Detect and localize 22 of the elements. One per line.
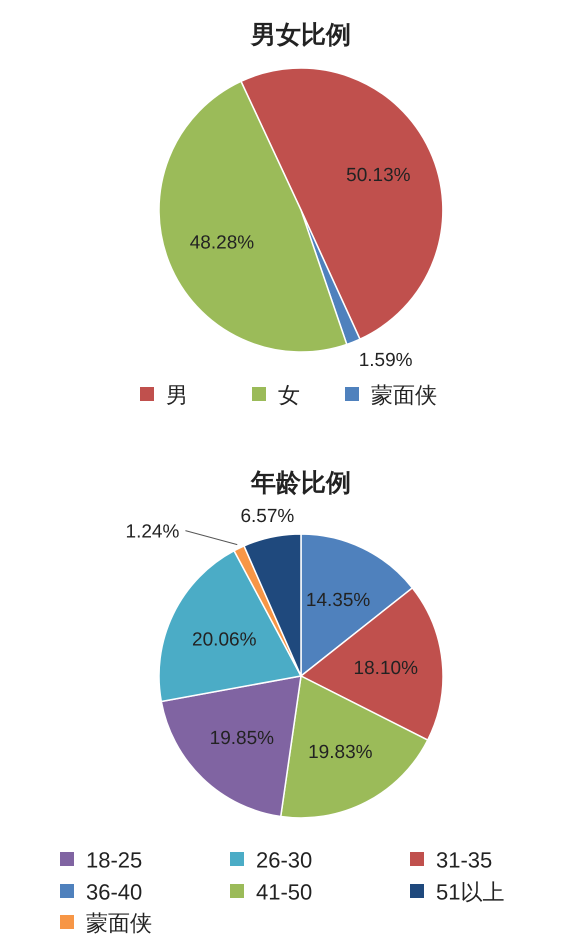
legend-label: 51以上 <box>436 880 504 905</box>
legend-label: 蒙面侠 <box>371 382 437 408</box>
chart-title: 年龄比例 <box>250 469 351 497</box>
data-label: 20.06% <box>192 630 257 651</box>
data-label: 48.28% <box>190 232 254 254</box>
data-label: 19.85% <box>210 728 274 749</box>
data-label: 18.10% <box>354 658 418 680</box>
legend-label: 26-30 <box>256 848 312 873</box>
legend-label: 女 <box>278 382 300 408</box>
data-label: 50.13% <box>346 164 411 186</box>
data-label: 1.24% <box>126 521 180 542</box>
legend-label: 31-35 <box>436 848 492 873</box>
data-label: 1.59% <box>358 350 413 372</box>
data-label: 19.83% <box>308 742 373 764</box>
data-label: 6.57% <box>240 506 294 528</box>
legend-label: 41-50 <box>256 880 312 905</box>
legend-label: 男 <box>166 382 188 408</box>
legend-label: 18-25 <box>86 848 142 873</box>
chart-title: 男女比例 <box>250 21 351 49</box>
data-label: 14.35% <box>306 590 370 611</box>
legend-label: 蒙面侠 <box>86 910 152 934</box>
legend-label: 36-40 <box>86 880 142 905</box>
